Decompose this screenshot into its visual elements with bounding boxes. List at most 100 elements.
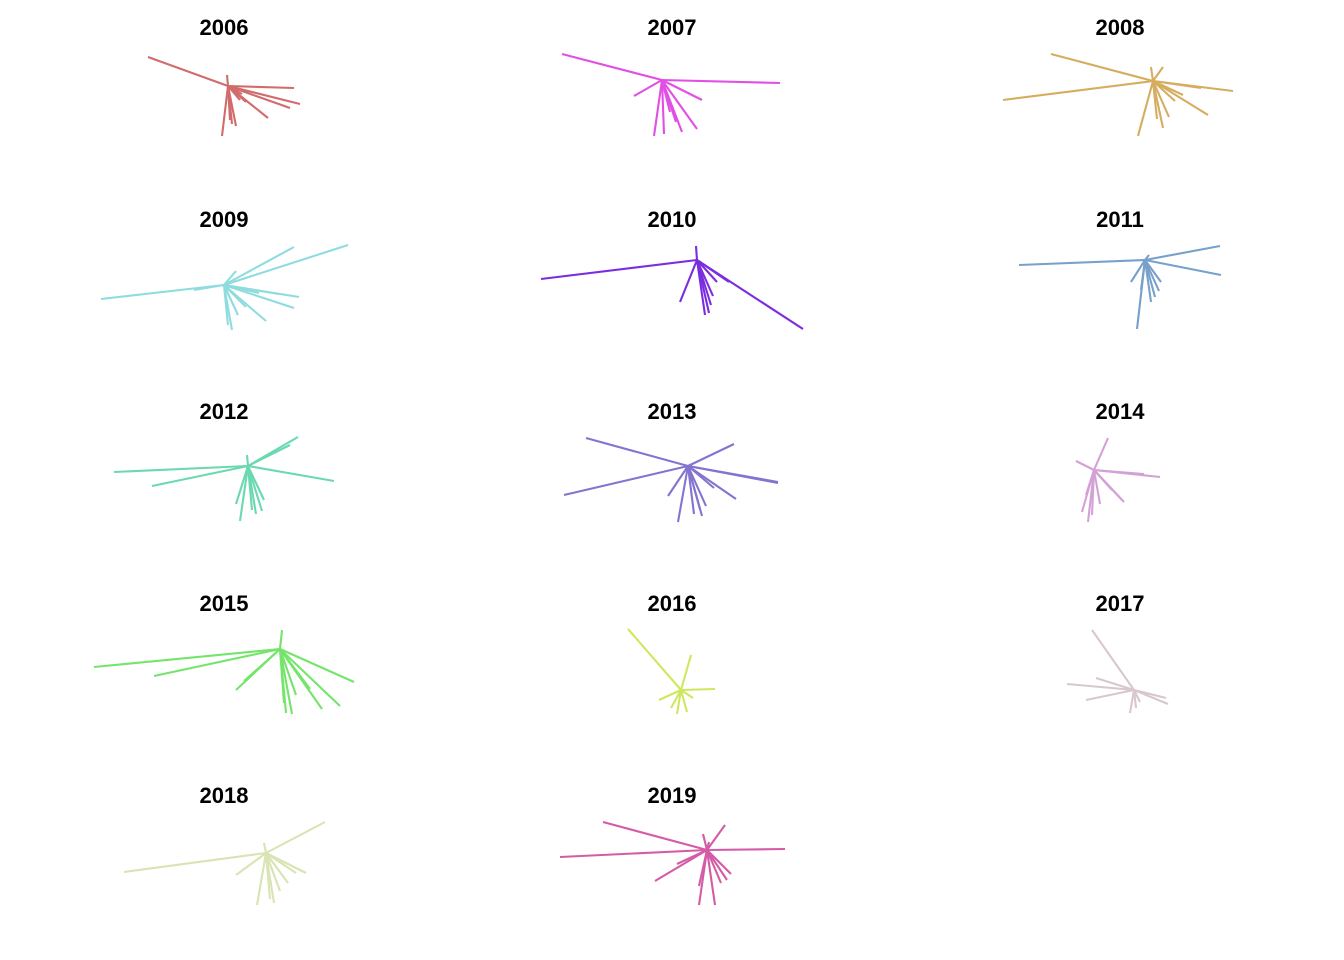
ray-2011-1 <box>1144 244 1221 262</box>
ray-2008-7 <box>1149 66 1155 82</box>
ray-2010-7 <box>696 259 718 283</box>
ray-2012-5 <box>238 465 250 522</box>
ray-2013-0 <box>585 436 689 468</box>
ray-2016-4 <box>675 689 683 715</box>
panel-2018: 2018 <box>123 783 326 906</box>
ray-2018-10 <box>265 852 297 874</box>
ray-2019-11 <box>706 849 732 875</box>
ray-2006-10 <box>226 85 234 125</box>
ray-2009-13 <box>223 283 260 295</box>
panel-title: 2017 <box>1096 591 1145 616</box>
ray-2006-12 <box>227 85 247 103</box>
ray-2006-1 <box>227 84 295 90</box>
panel-2012: 2012 <box>113 399 335 522</box>
ray-2012-0 <box>113 464 249 474</box>
ray-2013-11 <box>687 465 715 489</box>
ray-2019-10 <box>706 849 728 881</box>
ray-2013-8 <box>686 465 704 517</box>
ray-2014-11 <box>1084 469 1096 496</box>
ray-2012-2 <box>247 464 335 483</box>
ray-2007-3 <box>661 79 698 130</box>
ray-2012-10 <box>247 465 265 501</box>
ray-2009-9 <box>222 284 234 331</box>
ray-2009-4 <box>223 284 295 309</box>
panel-title: 2010 <box>648 207 697 232</box>
ray-2013-3 <box>687 464 779 484</box>
panel-title: 2008 <box>1096 15 1145 40</box>
ray-2014-9 <box>1092 469 1102 505</box>
panel-title: 2015 <box>200 591 249 616</box>
ray-2006-7 <box>225 74 230 87</box>
panel-title: 2007 <box>648 15 697 40</box>
panel-title: 2006 <box>200 15 249 40</box>
ray-2013-9 <box>687 465 707 507</box>
ray-2008-4 <box>1152 80 1209 116</box>
ray-2015-2 <box>279 648 355 683</box>
ray-2018-0 <box>123 851 267 874</box>
panel-title: 2014 <box>1096 399 1146 424</box>
ray-2008-11 <box>1152 80 1176 102</box>
ray-2013-6 <box>676 465 690 523</box>
ray-2008-3 <box>1152 79 1202 90</box>
panel-title: 2012 <box>200 399 249 424</box>
ray-2008-12 <box>1152 80 1184 96</box>
ray-2019-13 <box>697 849 709 887</box>
ray-2007-9 <box>660 79 672 113</box>
ray-2006-0 <box>147 56 229 87</box>
ray-2007-8 <box>661 79 683 133</box>
ray-2018-8 <box>265 852 281 892</box>
ray-2006-6 <box>220 85 230 137</box>
ray-2014-3 <box>1093 468 1145 476</box>
ray-2010-8 <box>696 259 730 283</box>
ray-2016-6 <box>680 689 694 699</box>
ray-2011-2 <box>1144 258 1222 277</box>
panel-2007: 2007 <box>561 15 781 137</box>
ray-2008-5 <box>1136 80 1155 137</box>
ray-2015-3 <box>279 648 341 707</box>
ray-2019-3 <box>706 824 726 851</box>
ray-2009-7 <box>193 283 225 292</box>
ray-2015-0 <box>93 647 281 669</box>
ray-2008-0 <box>1050 52 1154 83</box>
ray-2012-9 <box>246 465 264 512</box>
panel-title: 2013 <box>648 399 697 424</box>
ray-2017-4 <box>1133 689 1169 705</box>
ray-2019-9 <box>706 849 722 884</box>
ray-2011-8 <box>1144 259 1162 283</box>
ray-2015-6 <box>278 629 284 650</box>
ray-2007-4 <box>633 79 663 97</box>
ray-2015-1 <box>153 647 281 678</box>
ray-2015-9 <box>278 648 288 714</box>
ray-2018-9 <box>265 852 289 884</box>
panel-title: 2016 <box>648 591 697 616</box>
ray-2012-1 <box>151 464 249 488</box>
ray-2013-1 <box>563 464 689 497</box>
ray-2008-10 <box>1152 80 1170 118</box>
ray-2016-5 <box>679 689 689 713</box>
panel-2019: 2019 <box>559 783 786 906</box>
ray-2011-7 <box>1144 259 1160 292</box>
ray-2016-0 <box>627 628 682 691</box>
ray-2009-11 <box>223 284 247 308</box>
ray-2016-3 <box>658 689 682 701</box>
ray-2014-8 <box>1090 469 1096 516</box>
ray-2018-4 <box>255 852 268 906</box>
ray-2015-11 <box>243 648 281 682</box>
ray-2013-12 <box>686 465 696 515</box>
ray-2017-0 <box>1091 629 1135 691</box>
ray-2007-6 <box>660 79 666 135</box>
ray-2012-11 <box>234 465 250 505</box>
ray-2017-8 <box>1133 689 1141 703</box>
ray-2010-9 <box>695 259 713 306</box>
ray-2009-0 <box>100 283 225 301</box>
ray-2014-0 <box>1093 437 1109 471</box>
ray-2016-7 <box>670 689 682 709</box>
ray-2012-8 <box>246 465 258 515</box>
ray-2014-1 <box>1075 460 1095 471</box>
ray-2010-3 <box>694 245 699 261</box>
ray-2019-12 <box>676 849 708 865</box>
ray-2006-3 <box>227 85 291 109</box>
ray-2017-2 <box>1085 688 1135 702</box>
panel-title: 2018 <box>200 783 249 808</box>
